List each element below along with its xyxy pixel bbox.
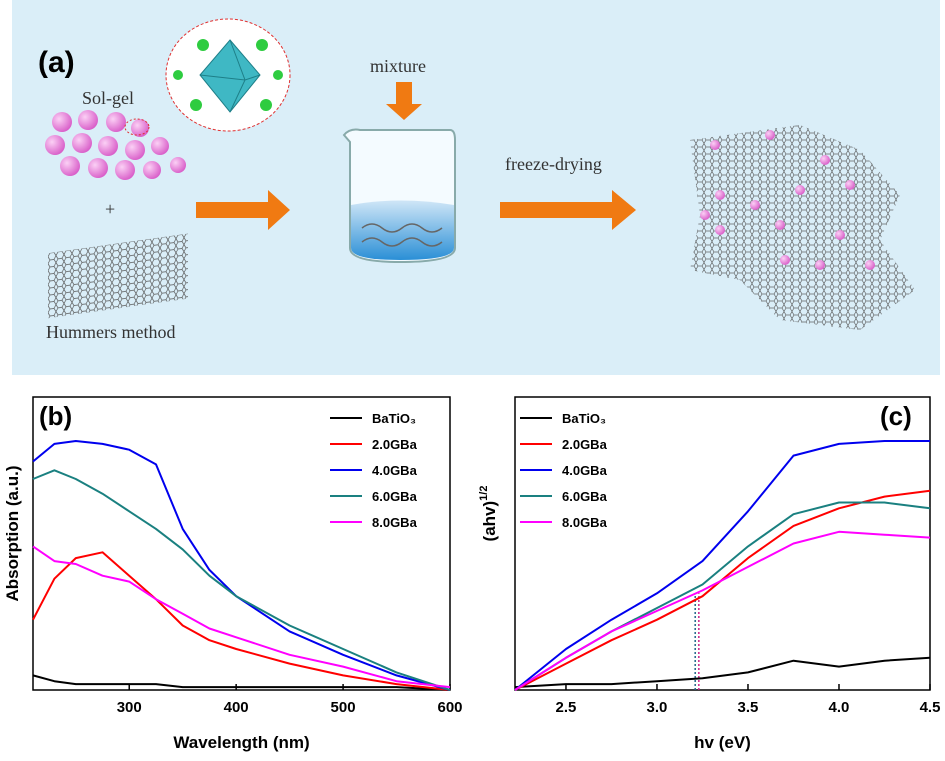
series-line bbox=[32, 440, 451, 691]
series-line bbox=[32, 551, 451, 691]
composite bbox=[690, 125, 915, 330]
y-axis-label-sup: 1/2 bbox=[478, 486, 490, 501]
x-tick-label: 600 bbox=[437, 699, 462, 716]
panel-a: (a) Sol-gel + Hummers method mixture fre… bbox=[12, 0, 940, 375]
panel-label: (b) bbox=[39, 401, 72, 431]
y-axis-label-text: Absorption (a.u.) bbox=[3, 466, 22, 602]
legend-label: 4.0GBa bbox=[372, 463, 418, 478]
x-axis-label: hv (eV) bbox=[694, 733, 751, 752]
y-axis-label: Absorption (a.u.) bbox=[3, 466, 22, 602]
x-tick-label: 4.0 bbox=[829, 699, 850, 716]
legend-label: 6.0GBa bbox=[372, 489, 418, 504]
series-line bbox=[32, 545, 451, 689]
arrow bbox=[196, 190, 290, 230]
mixture-label: mixture bbox=[370, 56, 426, 76]
x-axis-label: Wavelength (nm) bbox=[173, 733, 309, 752]
legend-label: 4.0GBa bbox=[562, 463, 608, 478]
legend-label: 2.0GBa bbox=[372, 437, 418, 452]
plot-frame bbox=[514, 396, 931, 691]
x-tick-label: 500 bbox=[331, 699, 356, 716]
zoom-origin bbox=[124, 118, 150, 136]
chart: 300 400 500 600 Wavelength (nm) Absorption (a… bbox=[3, 396, 463, 752]
x-tick-label: 400 bbox=[224, 699, 249, 716]
graphene-sheet bbox=[48, 233, 188, 319]
beaker bbox=[342, 128, 456, 264]
series-line bbox=[514, 440, 930, 691]
x-tick-label: 4.5 bbox=[920, 699, 941, 716]
y-axis-label: (ahv)1/2 bbox=[478, 486, 499, 542]
panel-label: (c) bbox=[880, 401, 912, 431]
plus-sign: + bbox=[105, 199, 115, 219]
legend-label: 8.0GBa bbox=[562, 515, 608, 530]
series-line bbox=[32, 469, 451, 691]
x-tick-label: 2.5 bbox=[556, 699, 577, 716]
series-line bbox=[514, 656, 931, 689]
charts: 300 400 500 600 Wavelength (nm) Absorption (a… bbox=[3, 396, 941, 752]
panel-label: (a) bbox=[38, 46, 75, 79]
legend-label: BaTiO₃ bbox=[562, 411, 606, 426]
plot-frame bbox=[32, 396, 451, 691]
series-line bbox=[514, 530, 931, 691]
chart: 2.5 3.0 3.5 4.0 4.5 hv (eV) (ahv)1/2 (c) BaTiO₃ 2… bbox=[478, 396, 941, 752]
legend-label: 8.0GBa bbox=[372, 515, 418, 530]
arrow-down bbox=[386, 82, 422, 120]
sol-gel-label: Sol-gel bbox=[82, 88, 134, 108]
legend-label: BaTiO₃ bbox=[372, 411, 416, 426]
legend-label: 6.0GBa bbox=[562, 489, 608, 504]
x-tick-label: 300 bbox=[117, 699, 142, 716]
unit-cell bbox=[173, 39, 283, 113]
freeze-drying-label: freeze-drying bbox=[505, 154, 602, 174]
arrow bbox=[500, 190, 636, 230]
y-axis-label-text: (ahv) bbox=[480, 501, 499, 542]
x-tick-label: 3.5 bbox=[738, 699, 759, 716]
nanoparticles bbox=[45, 110, 186, 180]
x-tick-label: 3.0 bbox=[647, 699, 668, 716]
hummers-label: Hummers method bbox=[46, 322, 175, 342]
series-line bbox=[32, 674, 451, 691]
legend-label: 2.0GBa bbox=[562, 437, 608, 452]
